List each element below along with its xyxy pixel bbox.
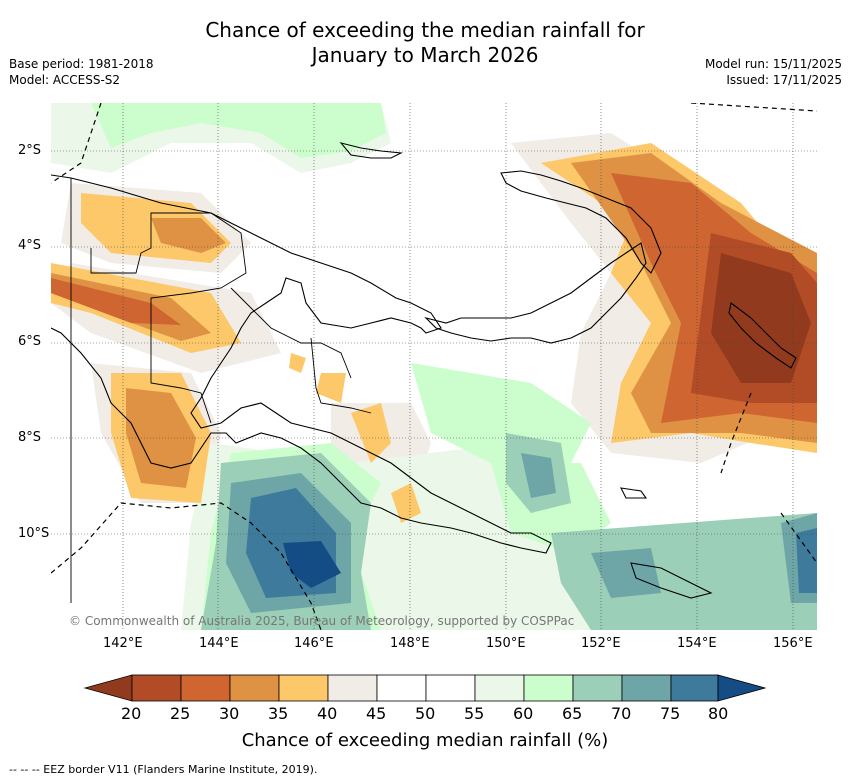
legend-tick-30: 30 [219, 704, 240, 723]
colorbar-legend [83, 674, 767, 702]
eez-borders [51, 103, 817, 630]
lat-label-8s: 8°S [18, 430, 42, 445]
colorbar-arrow-high [717, 674, 767, 702]
region-70-75 [591, 548, 661, 598]
legend-tick-75: 75 [660, 704, 681, 723]
colorbar-bin-45-50 [376, 674, 427, 702]
legend-title: Chance of exceeding median rainfall (%) [241, 730, 609, 751]
colorbar-bin-75-80 [670, 674, 719, 702]
lon-label-148e: 148°E [390, 636, 430, 651]
region-35-40 [391, 483, 421, 523]
legend-tick-35: 35 [268, 704, 289, 723]
meta-left: Base period: 1981-2018 Model: ACCESS-S2 [9, 56, 154, 88]
region-60-65 [91, 103, 386, 158]
region-35-40 [351, 403, 391, 463]
lon-label-152e: 152°E [581, 636, 621, 651]
legend-tick-80: 80 [708, 704, 729, 723]
colorbar-bin-50-55 [425, 674, 476, 702]
province-borders [70, 178, 372, 603]
colorbar-bin-20-25 [131, 674, 182, 702]
region-65-70 [551, 513, 817, 630]
coastline [51, 142, 797, 599]
colorbar-bin-55-60 [474, 674, 525, 702]
model-run: Model run: 15/11/2025 [704, 57, 842, 71]
lon-label-142e: 142°E [103, 636, 143, 651]
colorbar-bin-70-75 [621, 674, 672, 702]
region-35-40 [289, 353, 306, 373]
lat-label-6s: 6°S [18, 334, 42, 349]
lat-label-10s: 10°S [18, 526, 50, 541]
region-below-20 [711, 253, 811, 383]
base-period: Base period: 1981-2018 [9, 57, 154, 71]
meta-right: Model run: 15/11/2025 Issued: 17/11/2025 [705, 56, 842, 88]
legend-tick-55: 55 [464, 704, 485, 723]
lat-label-4s: 4°S [18, 238, 42, 253]
region-25-30 [51, 278, 181, 325]
region-75-80 [796, 528, 817, 593]
lon-label-156e: 156°E [773, 636, 813, 651]
region-30-35 [151, 218, 226, 253]
lon-label-146e: 146°E [294, 636, 334, 651]
colorbar-arrow-low [83, 674, 133, 702]
colorbar-bin-25-30 [180, 674, 231, 702]
legend-tick-65: 65 [562, 704, 583, 723]
lon-label-150e: 150°E [486, 636, 526, 651]
eez-footnote: -- -- -- EEZ border V11 (Flanders Marine… [9, 763, 318, 776]
lat-label-2s: 2°S [18, 143, 42, 158]
region-70-75 [521, 453, 556, 498]
lon-label-144e: 144°E [199, 636, 239, 651]
colorbar-bin-30-35 [229, 674, 280, 702]
colorbar-bin-65-70 [572, 674, 623, 702]
title-line-2: January to March 2026 [311, 43, 539, 67]
graticule [51, 103, 817, 630]
model-name: Model: ACCESS-S2 [9, 73, 121, 87]
region-above-80 [283, 541, 341, 588]
legend-tick-45: 45 [366, 704, 387, 723]
legend-tick-60: 60 [513, 704, 534, 723]
title-line-1: Chance of exceeding the median rainfall … [205, 18, 645, 42]
rainfall-map: © Commonwealth of Australia 2025, Bureau… [51, 103, 817, 630]
region-30-35 [126, 388, 196, 488]
issued-date: Issued: 17/11/2025 [726, 73, 842, 87]
legend-tick-50: 50 [415, 704, 436, 723]
copyright-text: © Commonwealth of Australia 2025, Bureau… [69, 614, 575, 628]
legend-tick-20: 20 [121, 704, 142, 723]
colorbar-bin-60-65 [523, 674, 574, 702]
colorbar-bin-35-40 [278, 674, 329, 702]
chart-title: Chance of exceeding the median rainfall … [0, 18, 850, 68]
region-35-40 [316, 373, 346, 403]
legend-tick-25: 25 [170, 704, 191, 723]
legend-tick-40: 40 [317, 704, 338, 723]
map-svg [51, 103, 817, 630]
lon-label-154e: 154°E [677, 636, 717, 651]
legend-tick-70: 70 [611, 704, 632, 723]
colorbar-bin-40-45 [327, 674, 378, 702]
